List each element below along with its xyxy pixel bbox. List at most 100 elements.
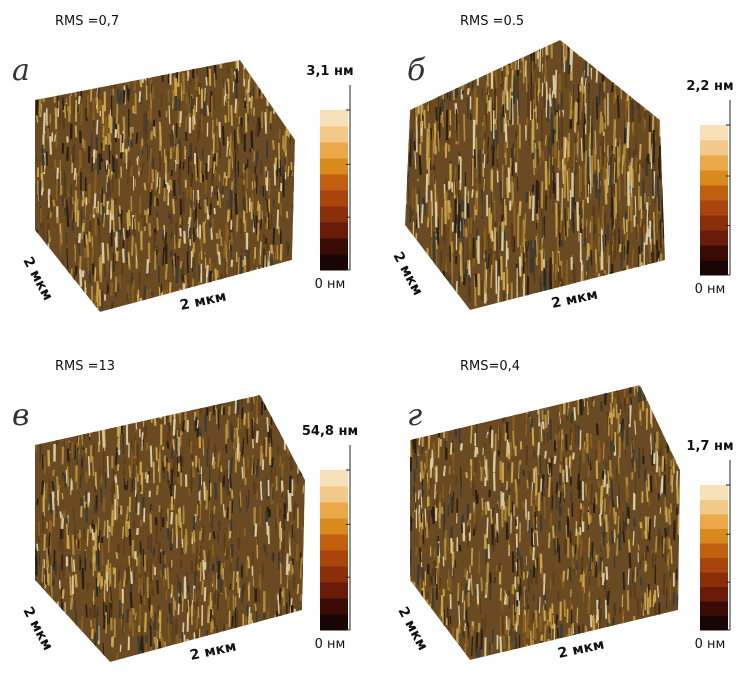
spike (184, 47, 185, 67)
spike (291, 632, 292, 648)
spike (585, 523, 586, 530)
spike (147, 66, 148, 85)
spike (557, 628, 558, 638)
spike (558, 591, 559, 602)
spike (101, 418, 102, 429)
spike (501, 113, 502, 132)
spike (226, 45, 227, 63)
spike (435, 273, 436, 299)
panel-letter: б (407, 53, 426, 88)
spike (524, 636, 525, 646)
spike (601, 545, 602, 551)
spike (607, 244, 608, 263)
spike (224, 504, 225, 516)
spike (195, 162, 196, 181)
spike (519, 79, 520, 86)
spike (542, 181, 543, 208)
spike (204, 550, 205, 559)
spike (503, 410, 504, 422)
spike (638, 598, 639, 615)
spike (545, 451, 546, 458)
spike (180, 228, 181, 236)
spike (233, 425, 234, 432)
spike (452, 441, 453, 452)
spike (237, 629, 238, 641)
spike (69, 106, 70, 122)
colorbar-band (700, 230, 728, 246)
spike (88, 44, 89, 63)
spike (504, 636, 505, 649)
spike (159, 392, 160, 413)
spike (654, 270, 655, 280)
afm-surface (410, 364, 680, 660)
spike (650, 280, 651, 296)
spike (614, 162, 615, 184)
spike (655, 249, 656, 276)
spike (469, 579, 470, 591)
spike (98, 549, 99, 570)
spike (483, 75, 484, 106)
spike (200, 474, 201, 491)
spike (224, 241, 225, 258)
spike (128, 89, 129, 98)
spike (268, 610, 269, 622)
spike (625, 638, 626, 654)
spike (220, 60, 221, 68)
spike (510, 88, 511, 119)
spike (450, 616, 451, 624)
spike (185, 398, 186, 405)
spike (148, 47, 149, 60)
spike (533, 506, 534, 516)
spike (529, 26, 530, 46)
spike (92, 157, 93, 172)
spike (240, 414, 241, 429)
spike (113, 388, 114, 407)
spike (100, 289, 101, 306)
spike (436, 508, 437, 521)
spike (143, 40, 144, 60)
spike (127, 149, 128, 169)
spike (468, 32, 469, 53)
spike (574, 204, 575, 210)
spike (158, 606, 159, 615)
spike (533, 195, 534, 221)
spike (161, 403, 162, 415)
spike (597, 69, 598, 82)
spike (208, 105, 209, 115)
spike (146, 131, 147, 148)
spike (204, 482, 205, 501)
spike (213, 428, 214, 450)
spike (574, 407, 575, 420)
spike (215, 269, 216, 282)
spike (203, 225, 204, 232)
spike (261, 446, 262, 467)
spike (492, 630, 493, 644)
spike (235, 607, 236, 616)
spike (247, 281, 248, 301)
spike (71, 634, 72, 648)
spike (505, 590, 506, 596)
spike (553, 198, 554, 215)
spike (247, 406, 248, 415)
spike (405, 135, 406, 161)
spike (129, 466, 130, 478)
spike (541, 639, 542, 658)
spike (469, 423, 470, 445)
spike (288, 244, 289, 256)
spike (559, 128, 560, 151)
spike (650, 244, 651, 267)
spike (631, 52, 632, 80)
spike (68, 466, 69, 486)
spike (206, 595, 207, 610)
spike (47, 398, 48, 418)
spike (50, 494, 51, 514)
spike (58, 489, 59, 506)
spike (127, 567, 128, 586)
spike (81, 398, 82, 415)
spike (131, 552, 132, 571)
spike (209, 196, 210, 214)
spike (663, 626, 664, 647)
spike (111, 587, 112, 601)
spike (612, 278, 613, 295)
spike (96, 551, 97, 566)
